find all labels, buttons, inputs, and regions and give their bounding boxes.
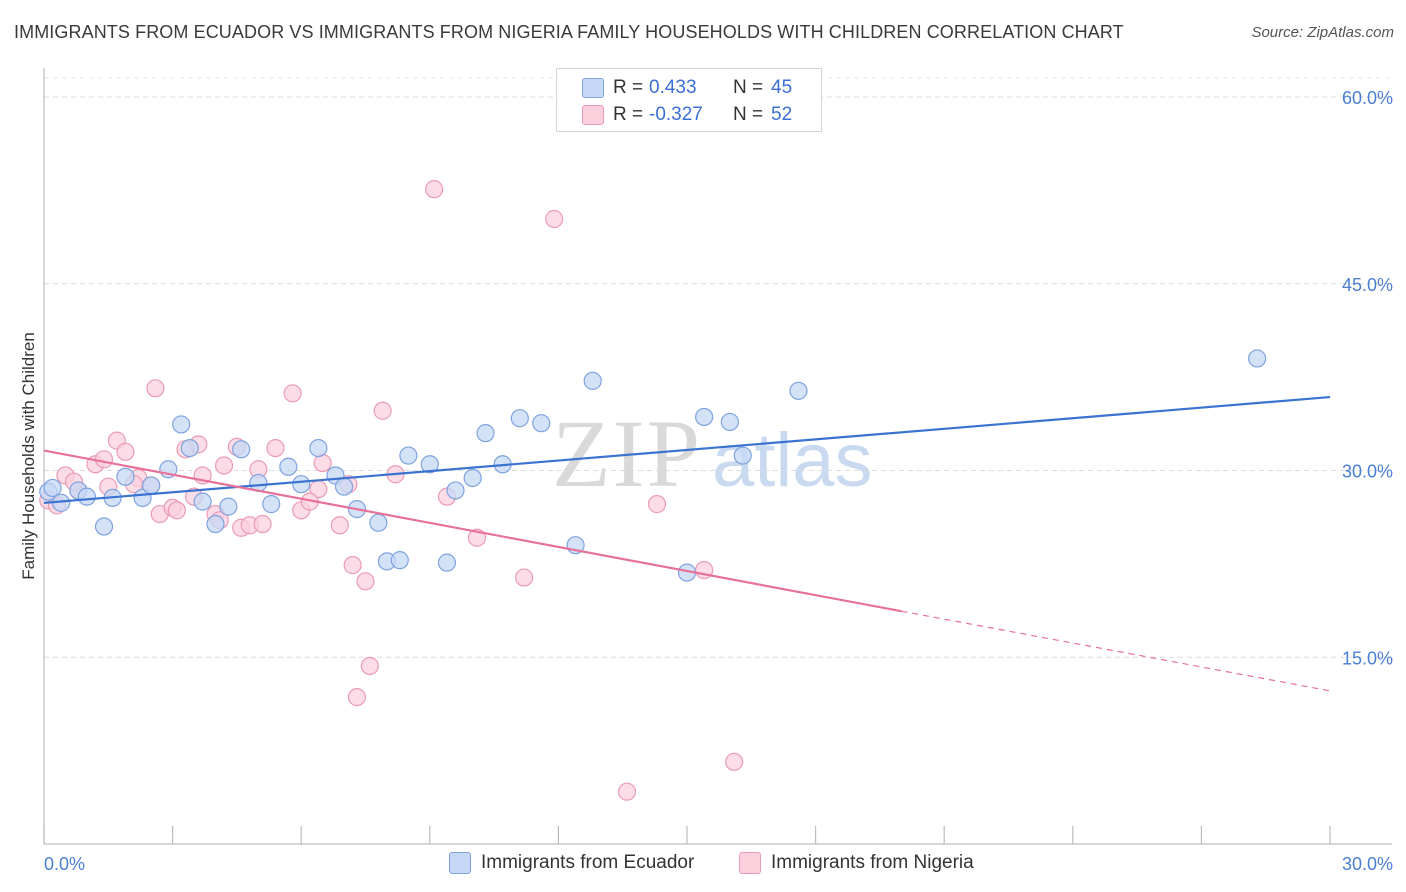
watermark-zip: ZIP bbox=[552, 400, 702, 507]
nigeria-point bbox=[94, 450, 114, 469]
ecuador-point bbox=[789, 381, 808, 400]
nigeria-point bbox=[266, 438, 285, 458]
ecuador-point bbox=[446, 481, 465, 500]
ecuador-point bbox=[219, 497, 238, 516]
ecuador-point bbox=[334, 477, 354, 496]
nigeria-point bbox=[515, 568, 534, 587]
ecuador-point bbox=[510, 409, 529, 428]
ecuador-point bbox=[142, 476, 161, 495]
ecuador-point bbox=[532, 414, 551, 433]
ecuador-point bbox=[420, 455, 439, 474]
bottom-legend-nigeria: Immigrants from Nigeria bbox=[739, 852, 974, 874]
ecuador-point bbox=[583, 371, 602, 390]
ecuador-point bbox=[43, 478, 62, 498]
ecuador-trend-line bbox=[43, 395, 1331, 504]
ecuador-point bbox=[399, 446, 418, 465]
nigeria-point bbox=[330, 516, 349, 535]
ecuador-point bbox=[733, 446, 752, 465]
ecuador-point bbox=[116, 467, 135, 486]
ecuador-point bbox=[279, 457, 298, 476]
bottom-legend-ecuador: Immigrants from Ecuador bbox=[449, 852, 694, 874]
nigeria-point bbox=[343, 556, 362, 575]
legend-swatch-ecuador bbox=[582, 78, 604, 98]
bottom-legend-swatch-ecuador bbox=[449, 852, 471, 874]
nigeria-point bbox=[214, 456, 234, 475]
legend-n-value: 45 bbox=[771, 77, 793, 98]
nigeria-point bbox=[313, 453, 332, 473]
ecuador-point bbox=[1248, 349, 1267, 368]
legend-swatch-nigeria bbox=[582, 105, 604, 125]
nigeria-point bbox=[356, 572, 375, 591]
nigeria-trend-extension bbox=[901, 610, 1331, 692]
ecuador-point bbox=[695, 407, 714, 427]
ecuador-point bbox=[463, 468, 482, 488]
bottom-legend-label-nigeria: Immigrants from Nigeria bbox=[771, 852, 974, 874]
nigeria-point bbox=[116, 442, 135, 461]
y-tick-label: 15.0% bbox=[1342, 648, 1393, 668]
ecuador-point bbox=[232, 440, 251, 459]
y-tick-label: 45.0% bbox=[1342, 275, 1393, 295]
nigeria-point bbox=[283, 384, 302, 403]
bottom-legend-label-ecuador: Immigrants from Ecuador bbox=[481, 852, 695, 874]
ecuador-point bbox=[193, 492, 212, 511]
legend-n-value: 52 bbox=[771, 104, 793, 125]
nigeria-point bbox=[617, 782, 637, 801]
legend-n-label: N = bbox=[733, 77, 764, 98]
nigeria-point bbox=[253, 514, 272, 534]
ecuador-point bbox=[180, 438, 199, 458]
nigeria-point bbox=[424, 180, 444, 199]
ecuador-point bbox=[206, 514, 225, 534]
ecuador-point bbox=[172, 415, 191, 434]
nigeria-point bbox=[647, 495, 667, 514]
y-axis-title: Family Households with Children bbox=[19, 332, 38, 580]
y-tick-label: 30.0% bbox=[1342, 462, 1393, 482]
nigeria-trend-line bbox=[43, 449, 902, 613]
legend-r-label: R = bbox=[613, 77, 644, 98]
legend-r-label: R = bbox=[613, 104, 644, 125]
x-tick-label: 0.0% bbox=[44, 854, 85, 874]
nigeria-point bbox=[146, 379, 165, 398]
ecuador-point bbox=[390, 551, 409, 570]
bottom-legend-swatch-nigeria bbox=[739, 852, 761, 874]
nigeria-point bbox=[167, 501, 186, 520]
nigeria-point bbox=[725, 752, 744, 771]
nigeria-point bbox=[360, 656, 379, 676]
legend-n-label: N = bbox=[733, 104, 764, 125]
ecuador-point bbox=[476, 424, 495, 443]
source-label: Source: ZipAtlas.com bbox=[1251, 24, 1394, 41]
nigeria-point bbox=[373, 401, 392, 420]
ecuador-point bbox=[720, 412, 739, 432]
legend-r-value: -0.327 bbox=[649, 104, 703, 125]
ecuador-point bbox=[437, 553, 457, 572]
correlation-legend: R = 0.433 N = 45 R = -0.327 N = 52 bbox=[556, 68, 822, 132]
ecuador-point bbox=[262, 495, 281, 514]
ecuador-point bbox=[309, 438, 328, 458]
x-tick-label: 30.0% bbox=[1342, 854, 1393, 874]
ecuador-point bbox=[77, 487, 96, 506]
ecuador-point bbox=[94, 517, 114, 536]
y-tick-label: 60.0% bbox=[1342, 88, 1393, 108]
ecuador-point bbox=[369, 513, 388, 532]
watermark: ZIP atlas bbox=[552, 398, 873, 509]
nigeria-point bbox=[347, 687, 367, 707]
chart-title: IMMIGRANTS FROM ECUADOR VS IMMIGRANTS FR… bbox=[14, 22, 1124, 42]
nigeria-point bbox=[545, 209, 564, 229]
ecuador-point bbox=[292, 475, 311, 494]
legend-r-value: 0.433 bbox=[649, 77, 697, 98]
